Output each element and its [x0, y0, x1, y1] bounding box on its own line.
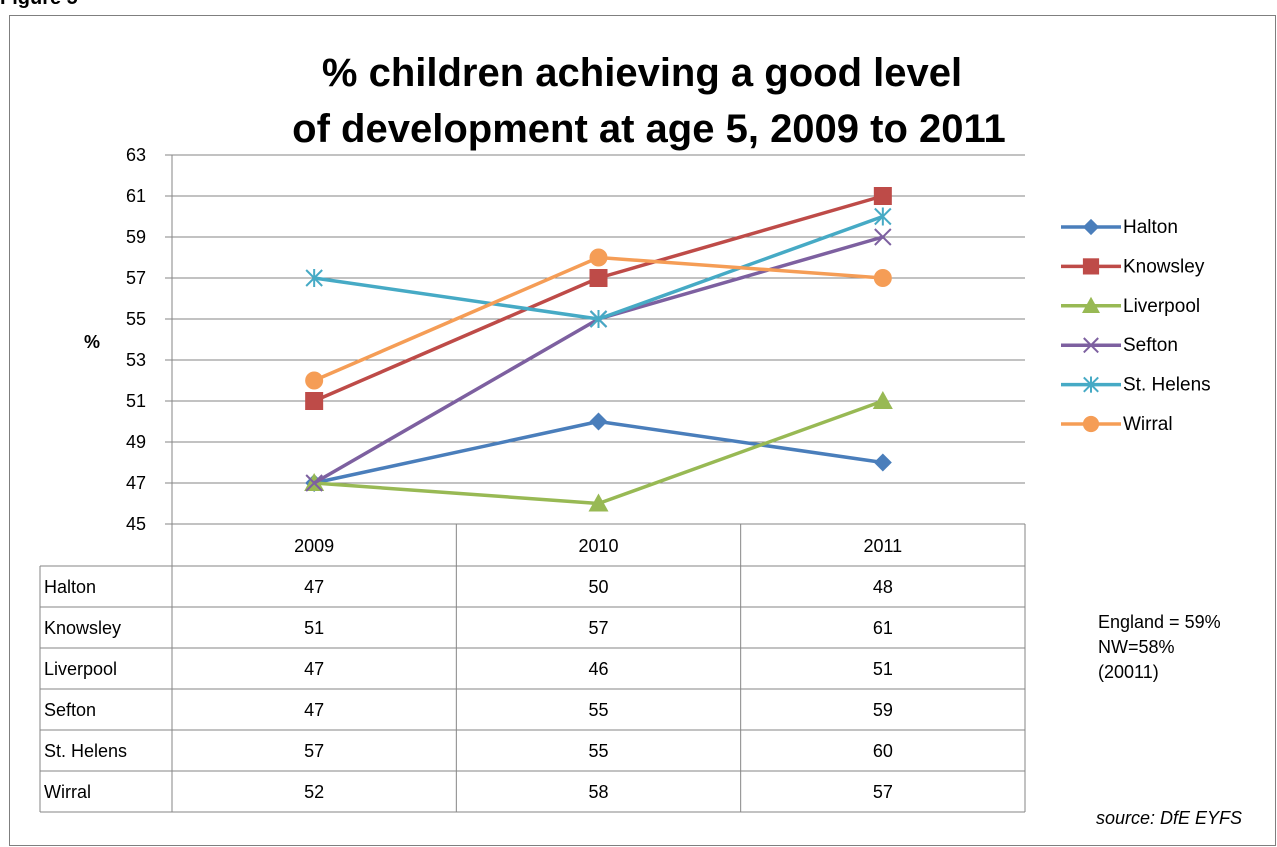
x-tick-label: 2011 — [863, 536, 902, 556]
y-tick-label: 55 — [126, 309, 146, 329]
table-row-label: Halton — [44, 577, 96, 597]
data-point-stroke — [305, 474, 323, 492]
data-point — [1082, 258, 1100, 275]
data-point — [1083, 337, 1099, 354]
data-point — [1082, 296, 1100, 313]
y-axis-label: % — [84, 332, 100, 352]
legend-item: Knowsley — [1061, 256, 1205, 277]
table-cell: 47 — [304, 700, 324, 720]
table-cell: 57 — [588, 618, 608, 638]
y-tick-label: 51 — [126, 391, 146, 411]
data-point — [589, 412, 608, 431]
series-lines — [304, 187, 893, 512]
legend-label: Knowsley — [1123, 256, 1205, 277]
data-point — [589, 310, 608, 328]
table-cell: 60 — [873, 741, 893, 761]
table-cell: 46 — [588, 659, 608, 679]
data-point-stroke — [1083, 337, 1099, 354]
series-halton — [305, 412, 892, 492]
source-note: source: DfE EYFS — [1096, 808, 1243, 828]
series-line — [313, 214, 884, 321]
table-row-label: Sefton — [44, 700, 96, 720]
legend-label: Halton — [1123, 217, 1178, 238]
data-table: 2009 2010 2011 Halton 47 50 48 Knowsley 51 57 61 Li… — [39, 524, 1026, 813]
legend-item: Liverpool — [1061, 296, 1200, 317]
table-cell: 50 — [588, 577, 608, 597]
y-tick-label: 57 — [126, 268, 146, 288]
data-point — [874, 207, 892, 226]
data-point — [873, 453, 892, 472]
table-cell: 57 — [873, 782, 893, 802]
table-cell: 52 — [304, 782, 324, 802]
table-cell: 57 — [304, 741, 324, 761]
figure-label: Figure 5 — [0, 0, 78, 10]
table-cell: 47 — [304, 577, 324, 597]
data-point — [1082, 415, 1100, 433]
y-tick-label: 49 — [126, 432, 146, 452]
series-wirral — [305, 248, 892, 390]
table-row-label: Wirral — [44, 782, 91, 802]
table-cell: 55 — [588, 741, 608, 761]
data-point — [305, 474, 323, 492]
table-row-label: St. Helens — [44, 741, 127, 761]
series-st-helens — [305, 207, 892, 328]
notes: England = 59% NW=58% (20011) — [1098, 610, 1221, 685]
series-line — [313, 194, 884, 403]
y-tick-label: 63 — [126, 145, 146, 165]
chart-title-line-2: of development at age 5, 2009 to 2011 — [292, 107, 1006, 151]
england-note: England = 59% — [1098, 612, 1221, 632]
table-cell: 51 — [873, 659, 893, 679]
table-cell: 59 — [873, 700, 893, 720]
table-cell: 51 — [304, 618, 324, 638]
y-tick-label: 53 — [126, 350, 146, 370]
year-note: (20011) — [1098, 662, 1159, 682]
y-axis-ticks: 45 47 49 51 53 55 57 59 61 63 — [126, 145, 146, 534]
gridlines — [165, 154, 1025, 525]
data-point — [305, 269, 323, 287]
legend-label: Wirral — [1123, 414, 1173, 435]
legend-label: Liverpool — [1123, 296, 1200, 317]
y-tick-label: 59 — [126, 227, 146, 247]
legend-item: Wirral — [1061, 414, 1173, 435]
nw-note: NW=58% — [1098, 637, 1175, 657]
legend-label: Sefton — [1123, 335, 1178, 356]
data-point — [589, 248, 608, 267]
data-point — [588, 493, 609, 512]
legend-item: Sefton — [1061, 335, 1178, 356]
table-cell: 58 — [588, 782, 608, 802]
data-point — [873, 187, 892, 205]
data-point — [872, 391, 893, 409]
y-tick-label: 47 — [126, 473, 146, 493]
chart-frame — [9, 15, 1276, 846]
x-tick-label: 2010 — [578, 536, 618, 556]
table-row-label: Knowsley — [44, 618, 121, 638]
legend: Halton Knowsley Liverpool Sefton St. Helens W… — [1061, 217, 1211, 435]
table-cell: 61 — [873, 618, 893, 638]
data-point — [874, 228, 892, 246]
legend-item: Halton — [1061, 217, 1178, 238]
data-point — [589, 269, 608, 287]
table-row-label: Liverpool — [44, 659, 117, 679]
x-tick-label: 2009 — [294, 536, 334, 556]
data-point — [305, 371, 324, 390]
chart-title-line-1: % children achieving a good level — [322, 51, 962, 95]
table-cell: 55 — [588, 700, 608, 720]
y-tick-label: 45 — [126, 514, 146, 534]
data-point-stroke — [874, 228, 892, 246]
legend-label: St. Helens — [1123, 375, 1211, 396]
data-point — [305, 392, 324, 410]
data-point — [1083, 376, 1099, 393]
series-knowsley — [305, 187, 892, 410]
data-point — [873, 269, 892, 287]
table-cell: 47 — [304, 659, 324, 679]
data-point — [1082, 218, 1100, 236]
legend-item: St. Helens — [1061, 375, 1211, 396]
table-cell: 48 — [873, 577, 893, 597]
y-tick-label: 61 — [126, 186, 146, 206]
